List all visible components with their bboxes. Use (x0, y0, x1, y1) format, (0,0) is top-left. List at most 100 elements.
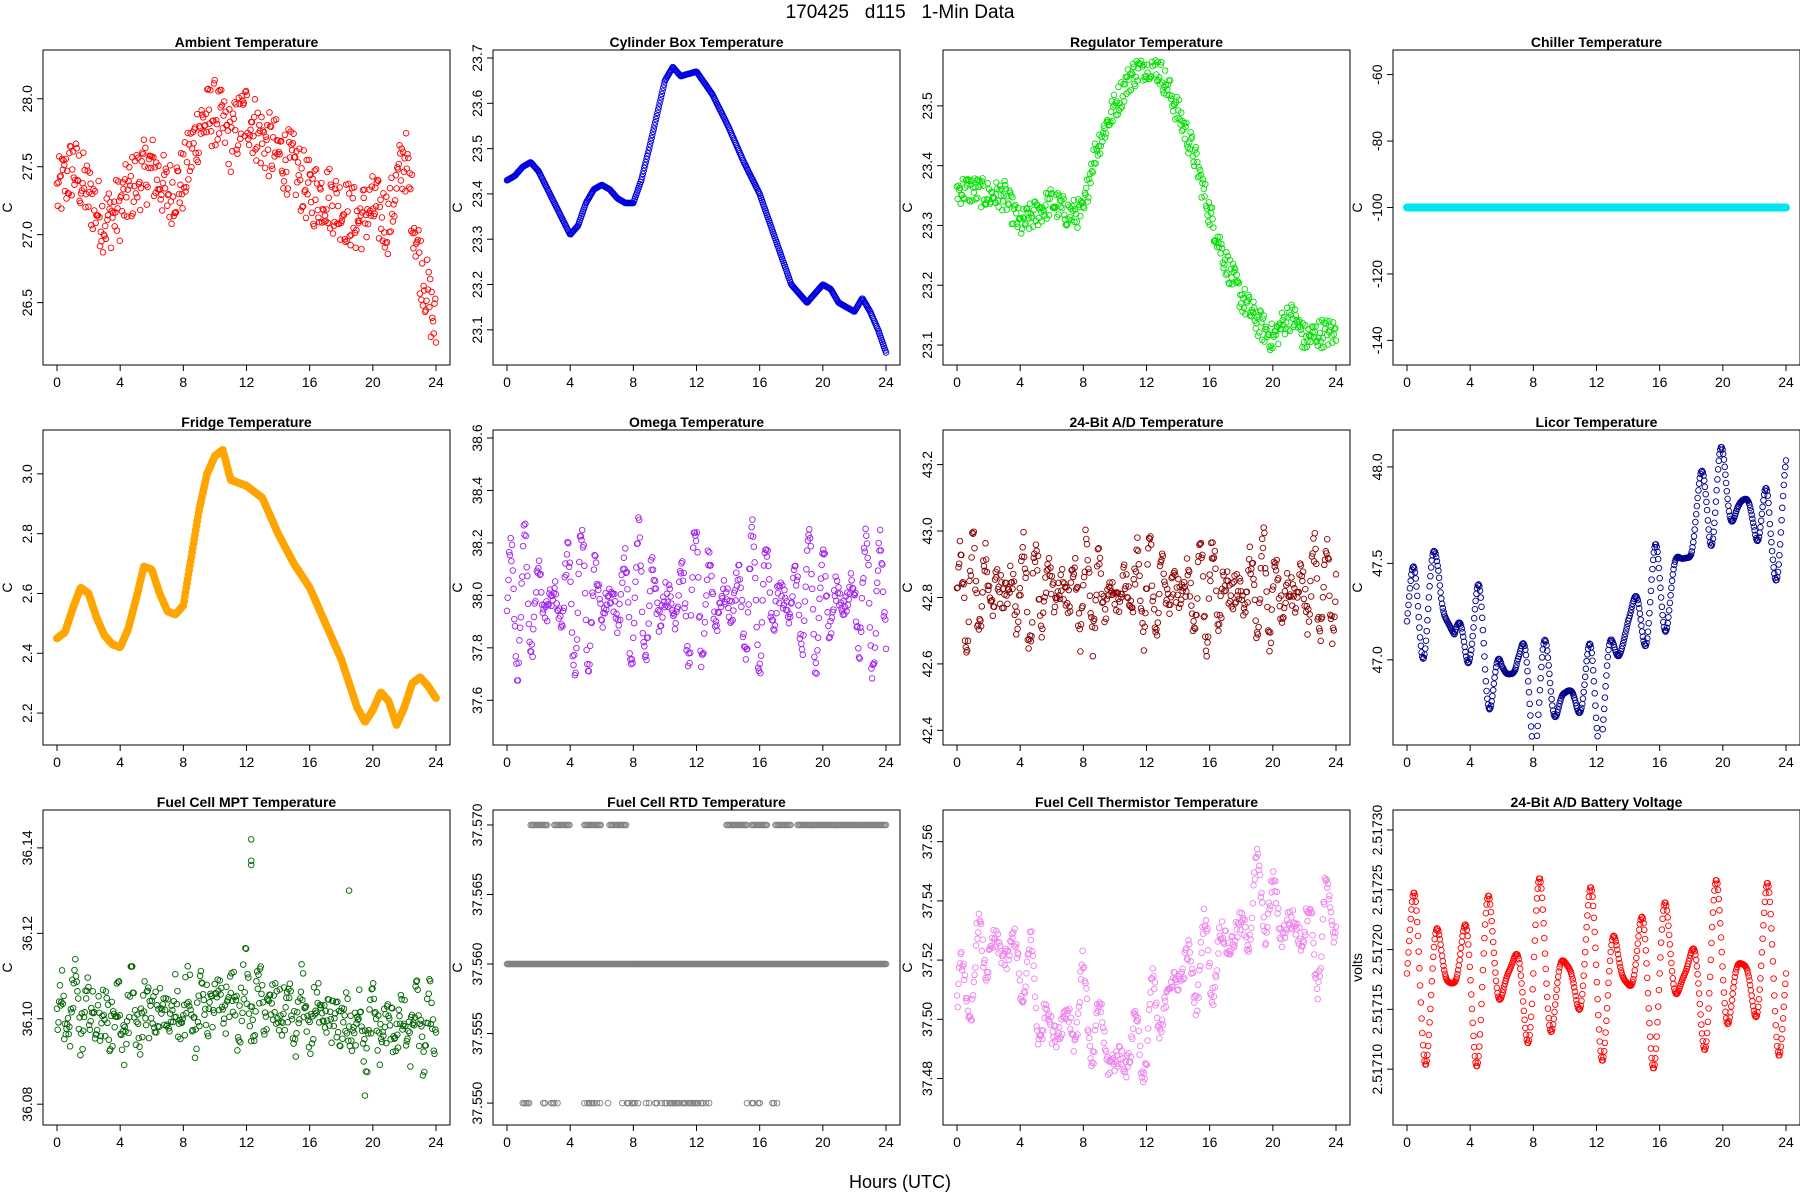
data-point (1183, 555, 1191, 562)
y-axis-label: C (449, 202, 465, 212)
data-point (310, 222, 318, 230)
data-point (318, 179, 325, 187)
data-point (1212, 587, 1220, 595)
data-point (808, 585, 816, 593)
data-point (61, 161, 68, 169)
data-point (404, 150, 411, 158)
data-point (246, 1022, 254, 1030)
data-point (1713, 487, 1720, 494)
data-point (1156, 590, 1163, 598)
data-point (1300, 595, 1308, 603)
data-point (336, 184, 343, 191)
data-point (1695, 487, 1702, 494)
y-tick-label: 37.570 (469, 803, 485, 846)
data-point (1123, 90, 1130, 98)
data-point (1102, 130, 1110, 137)
data-point (1202, 180, 1209, 188)
data-point (1422, 645, 1429, 652)
data-point (132, 190, 140, 197)
data-point (136, 206, 144, 214)
data-point (141, 163, 148, 170)
data-point (697, 663, 705, 671)
y-axis-label: C (1349, 582, 1365, 592)
data-point (74, 995, 82, 1002)
data-point (1471, 605, 1479, 613)
data-point (688, 586, 696, 593)
data-point (1129, 71, 1136, 78)
data-point (1256, 596, 1264, 603)
data-point (1579, 700, 1586, 708)
data-point (1637, 616, 1644, 623)
data-point (292, 191, 300, 199)
data-point (348, 1047, 356, 1055)
data-point (808, 570, 815, 578)
data-point (684, 643, 691, 650)
data-point (616, 600, 623, 608)
data-point (985, 586, 992, 594)
data-point (1206, 571, 1213, 578)
data-point (752, 574, 759, 582)
data-point (155, 162, 162, 170)
data-point (343, 237, 351, 245)
data-point (56, 982, 64, 989)
x-tick-label: 8 (629, 374, 637, 390)
data-point (208, 142, 216, 150)
data-point (95, 177, 102, 185)
data-point (69, 148, 77, 155)
data-point (964, 176, 972, 183)
data-point (624, 585, 631, 593)
data-point (1132, 73, 1140, 80)
data-point (812, 659, 820, 667)
data-point (1258, 319, 1265, 326)
data-point (126, 182, 134, 189)
data-point (1143, 61, 1151, 69)
data-point (507, 534, 514, 542)
x-tick-label: 24 (428, 754, 444, 770)
data-point (251, 96, 259, 103)
data-point (345, 190, 353, 197)
data-point (813, 670, 820, 677)
data-point (151, 164, 159, 171)
data-point (1779, 504, 1786, 512)
data-point (253, 144, 261, 151)
data-point (420, 1048, 427, 1055)
data-point (1110, 91, 1118, 99)
data-point (131, 157, 139, 165)
data-point (286, 980, 294, 987)
data-point (136, 178, 143, 186)
data-point (166, 162, 174, 169)
data-point (247, 836, 255, 843)
data-point (1216, 233, 1224, 241)
data-point (372, 203, 380, 210)
y-tick-label: 23.4 (919, 152, 935, 179)
data-point (281, 131, 289, 139)
data-point (54, 1026, 61, 1033)
x-tick-label: 0 (503, 374, 511, 390)
data-point (1102, 615, 1110, 622)
x-tick-label: 0 (53, 1134, 61, 1150)
data-point (1094, 152, 1102, 159)
data-point (1603, 662, 1611, 669)
data-point (1768, 538, 1775, 546)
data-point (646, 141, 654, 148)
data-point (291, 153, 299, 161)
data-point (1281, 587, 1289, 595)
data-point (708, 572, 715, 580)
data-point (1538, 654, 1546, 661)
data-point (136, 1051, 144, 1058)
data-point (1646, 598, 1654, 606)
data-point (1228, 274, 1235, 281)
data-point (315, 218, 323, 226)
data-point (161, 185, 169, 192)
data-point (407, 1063, 414, 1070)
data-point (1034, 221, 1042, 229)
data-point (58, 967, 66, 974)
data-point (258, 981, 266, 989)
data-point (1268, 606, 1275, 613)
x-tick-label: 12 (1589, 374, 1605, 390)
data-point (328, 183, 335, 191)
data-point (1404, 610, 1411, 617)
data-point (865, 561, 872, 569)
data-point (1150, 593, 1157, 601)
